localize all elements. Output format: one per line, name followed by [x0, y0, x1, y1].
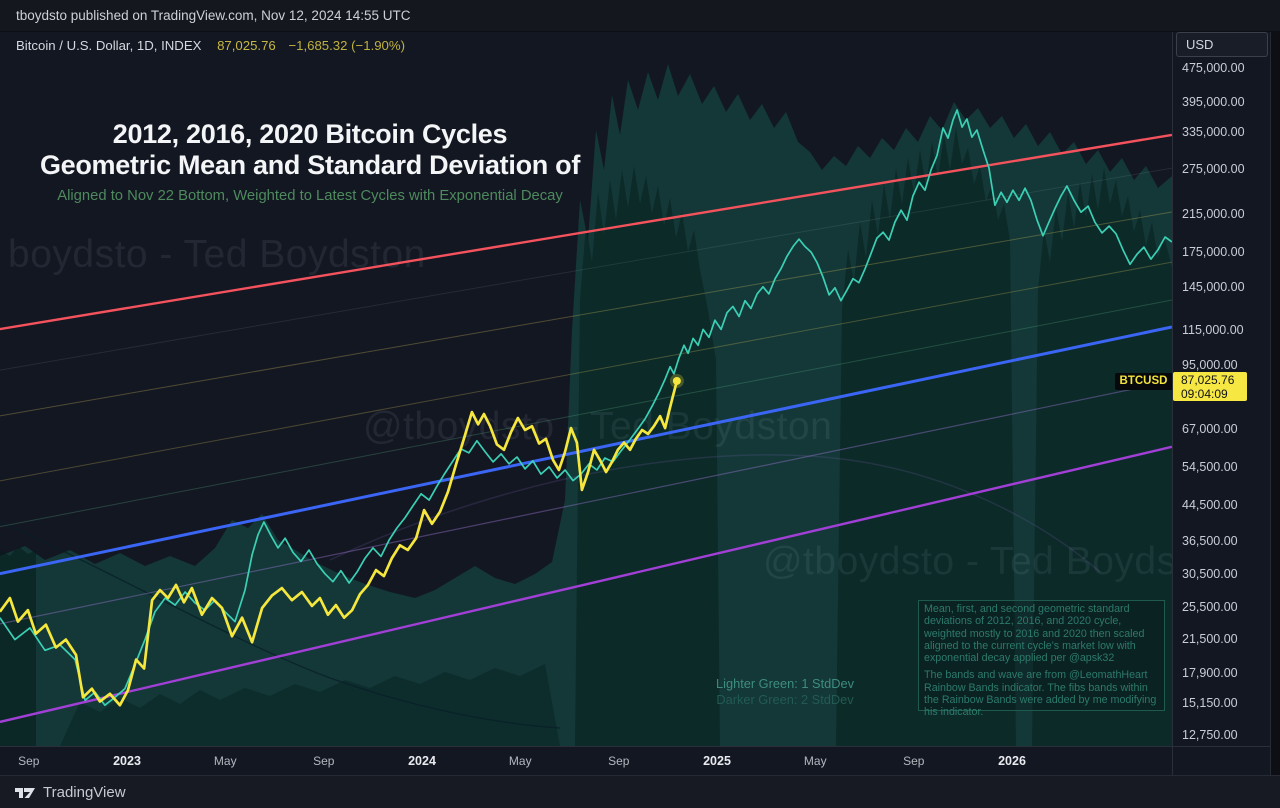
x-tick-label: Sep [18, 754, 40, 768]
publish-info-text: tboydsto published on TradingView.com, N… [16, 8, 411, 23]
y-tick-label: 30,500.00 [1182, 567, 1238, 582]
y-tick-label: 15,150.00 [1182, 696, 1238, 711]
dark-mountain-mid [575, 166, 720, 746]
publish-info-bar: tboydsto published on TradingView.com, N… [0, 0, 1280, 32]
right-gutter [1270, 32, 1280, 775]
symbol-description: Bitcoin / U.S. Dollar, 1D, INDEX [16, 38, 202, 53]
ticker-price-tag: BTCUSD [1115, 372, 1172, 390]
note-paragraph-2: The bands and wave are from @LeomathHear… [924, 669, 1157, 719]
series-fib-band-olive-lower [0, 261, 1172, 482]
y-tick-label: 25,500.00 [1182, 600, 1238, 615]
x-tick-label: 2026 [998, 754, 1026, 768]
series-upper-band-2stdev-red [0, 133, 1172, 331]
y-tick-label: 95,000.00 [1182, 357, 1238, 372]
series-cycle-composite-wave [0, 109, 1172, 707]
dark-left-column [0, 546, 36, 746]
chart-subtitle: Aligned to Nov 22 Bottom, Weighted to La… [57, 188, 563, 204]
x-tick-label: May [508, 754, 532, 768]
last-price-dot [672, 376, 681, 385]
footer-bar: TradingView [0, 775, 1280, 808]
y-tick-label: 335,000.00 [1182, 125, 1245, 140]
x-tick-label: Sep [608, 754, 630, 768]
tradingview-brand-text: TradingView [43, 784, 126, 801]
y-tick-label: 115,000.00 [1182, 322, 1244, 337]
last-price-value: 87,025.76 [1181, 372, 1235, 387]
chart-canvas[interactable] [0, 0, 1172, 746]
watermark-bottom-right: @tboydsto - Ted Boydst [763, 540, 1172, 583]
methodology-note-box: Mean, first, and second geometric standa… [918, 600, 1165, 718]
stddev-legend-line-1: Lighter Green: 1 StdDev [716, 676, 854, 691]
series-fib-band-olive-upper [0, 211, 1172, 417]
y-tick-label: 145,000.00 [1182, 279, 1245, 294]
note-paragraph-1: Mean, first, and second geometric standa… [924, 603, 1145, 665]
bar-countdown: 09:04:09 [1181, 386, 1228, 401]
y-tick-label: 67,000.00 [1182, 422, 1238, 437]
time-axis[interactable]: Sep 2023 May Sep 2024 May Sep 2025 May Sep 2026 [0, 746, 1270, 775]
stddev-legend-line-2: Darker Green: 2 StdDev [716, 691, 854, 707]
dark-mountain-right-1 [836, 128, 1016, 746]
wave-arc-left [0, 521, 561, 729]
y-tick-label: 21,500.00 [1182, 631, 1238, 646]
chart-title-block: 2012, 2016, 2020 Bitcoin Cycles Geometri… [0, 119, 620, 204]
series-lower-band-2stdev-purple [0, 445, 1172, 724]
x-tick-label: 2024 [408, 754, 436, 768]
price-scale-pane[interactable] [1172, 32, 1270, 775]
y-tick-label: 54,500.00 [1182, 460, 1238, 475]
tradingview-logo-icon [15, 787, 35, 798]
y-tick-label: 36,500.00 [1182, 534, 1238, 549]
watermark-center: @tboydsto - Ted Boydston [363, 405, 833, 448]
x-tick-label: 2023 [113, 754, 141, 768]
background-fills-canvas [0, 64, 1172, 746]
symbol-change: −1,685.32 (−1.90%) [288, 38, 406, 53]
watermark-top-left: boydsto - Ted Boydston [8, 233, 426, 276]
y-tick-label: 475,000.00 [1182, 61, 1245, 75]
y-tick-label: 215,000.00 [1182, 207, 1245, 222]
dark-mountain-right-2 [1032, 168, 1172, 746]
last-price-badge: 87,025.76 09:04:09 [1173, 371, 1247, 401]
series-btcusd-price [0, 380, 679, 707]
series-fib-band-green [0, 299, 1172, 528]
y-tick-label: 395,000.00 [1182, 95, 1245, 109]
series-mean-band-blue [0, 325, 1172, 576]
dark-low-mound [60, 664, 560, 746]
stddev-legend: Lighter Green: 1 StdDev Darker Green: 2 … [695, 676, 875, 707]
symbol-last-price: 87,025.76 [217, 38, 276, 53]
tradingview-brand-link[interactable]: TradingView [14, 776, 126, 808]
series-fib-band-faint [0, 167, 1172, 371]
y-tick-label: 12,750.00 [1182, 728, 1238, 743]
x-tick-label: Sep [903, 754, 925, 768]
x-tick-label: Sep [313, 754, 335, 768]
x-tick-label: 2025 [703, 754, 731, 768]
y-tick-label: 175,000.00 [1182, 245, 1245, 260]
currency-usd-button[interactable]: USD [1176, 32, 1268, 57]
series-fib-band-purple-faint [0, 380, 1172, 625]
y-tick-label: 17,900.00 [1182, 665, 1238, 680]
x-tick-label: May [213, 754, 237, 768]
wave-arc-mid [329, 454, 1101, 573]
x-tick-label: May [803, 754, 827, 768]
symbol-legend-row[interactable]: Bitcoin / U.S. Dollar, 1D, INDEX 87,025.… [16, 37, 405, 55]
y-tick-label: 44,500.00 [1182, 497, 1238, 512]
chart-title-line-1: 2012, 2016, 2020 Bitcoin Cycles [112, 119, 508, 149]
chart-title-line-2: Geometric Mean and Standard Deviation of [39, 150, 581, 180]
y-tick-label: 275,000.00 [1182, 161, 1245, 176]
